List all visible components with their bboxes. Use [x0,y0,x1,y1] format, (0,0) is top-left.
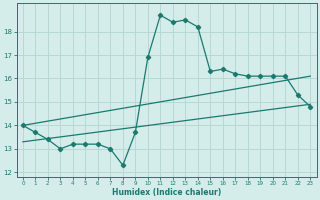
X-axis label: Humidex (Indice chaleur): Humidex (Indice chaleur) [112,188,221,197]
